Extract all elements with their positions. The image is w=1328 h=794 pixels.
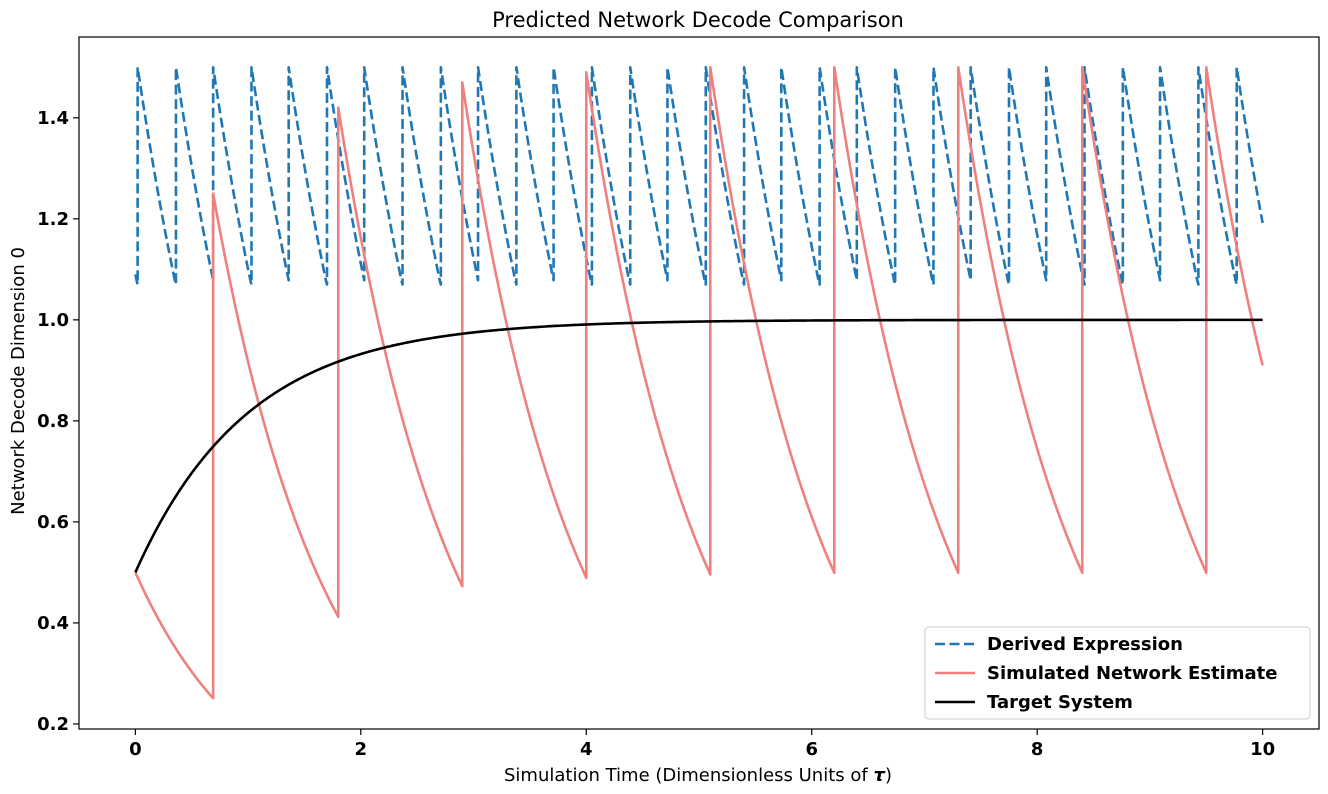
- legend-box: [924, 626, 1311, 720]
- legend-label: Target System: [987, 692, 1133, 713]
- y-tick-label: 0.6: [37, 512, 69, 533]
- series-line: [134, 66, 1264, 286]
- series-line: [134, 66, 1264, 700]
- legend-label: Derived Expression: [987, 634, 1183, 655]
- x-axis-label: Simulation Time (Dimensionless Units of …: [504, 765, 892, 786]
- x-tick-label: 2: [355, 739, 368, 760]
- legend: Derived Expression Simulated Network Esti…: [924, 626, 1311, 720]
- y-tick-label: 0.4: [37, 613, 69, 634]
- y-tick-label: 1.2: [37, 209, 69, 230]
- y-tick-label: 0.2: [37, 714, 69, 735]
- x-tick-label: 6: [805, 739, 818, 760]
- x-tick-label: 10: [1250, 739, 1275, 760]
- x-tick-label: 8: [1031, 739, 1044, 760]
- legend-label: Simulated Network Estimate: [987, 663, 1277, 684]
- chart-title: Predicted Network Decode Comparison: [492, 8, 904, 32]
- x-tick-label: 4: [580, 739, 593, 760]
- y-tick-label: 1.4: [37, 108, 69, 129]
- x-tick-label: 0: [129, 739, 142, 760]
- axes-ticks: 0 2 4 6 8 10 0.2 0.4 0.6 0.8 1.0 1.2 1.4: [37, 108, 1275, 760]
- tau-symbol: τ: [873, 765, 885, 786]
- y-tick-label: 1.0: [37, 310, 69, 331]
- plot-frame: [78, 36, 1320, 730]
- plot-area: [134, 66, 1264, 700]
- y-tick-label: 0.8: [37, 411, 69, 432]
- y-axis-label: Network Decode Dimension 0: [8, 247, 29, 515]
- series-line: [134, 318, 1263, 573]
